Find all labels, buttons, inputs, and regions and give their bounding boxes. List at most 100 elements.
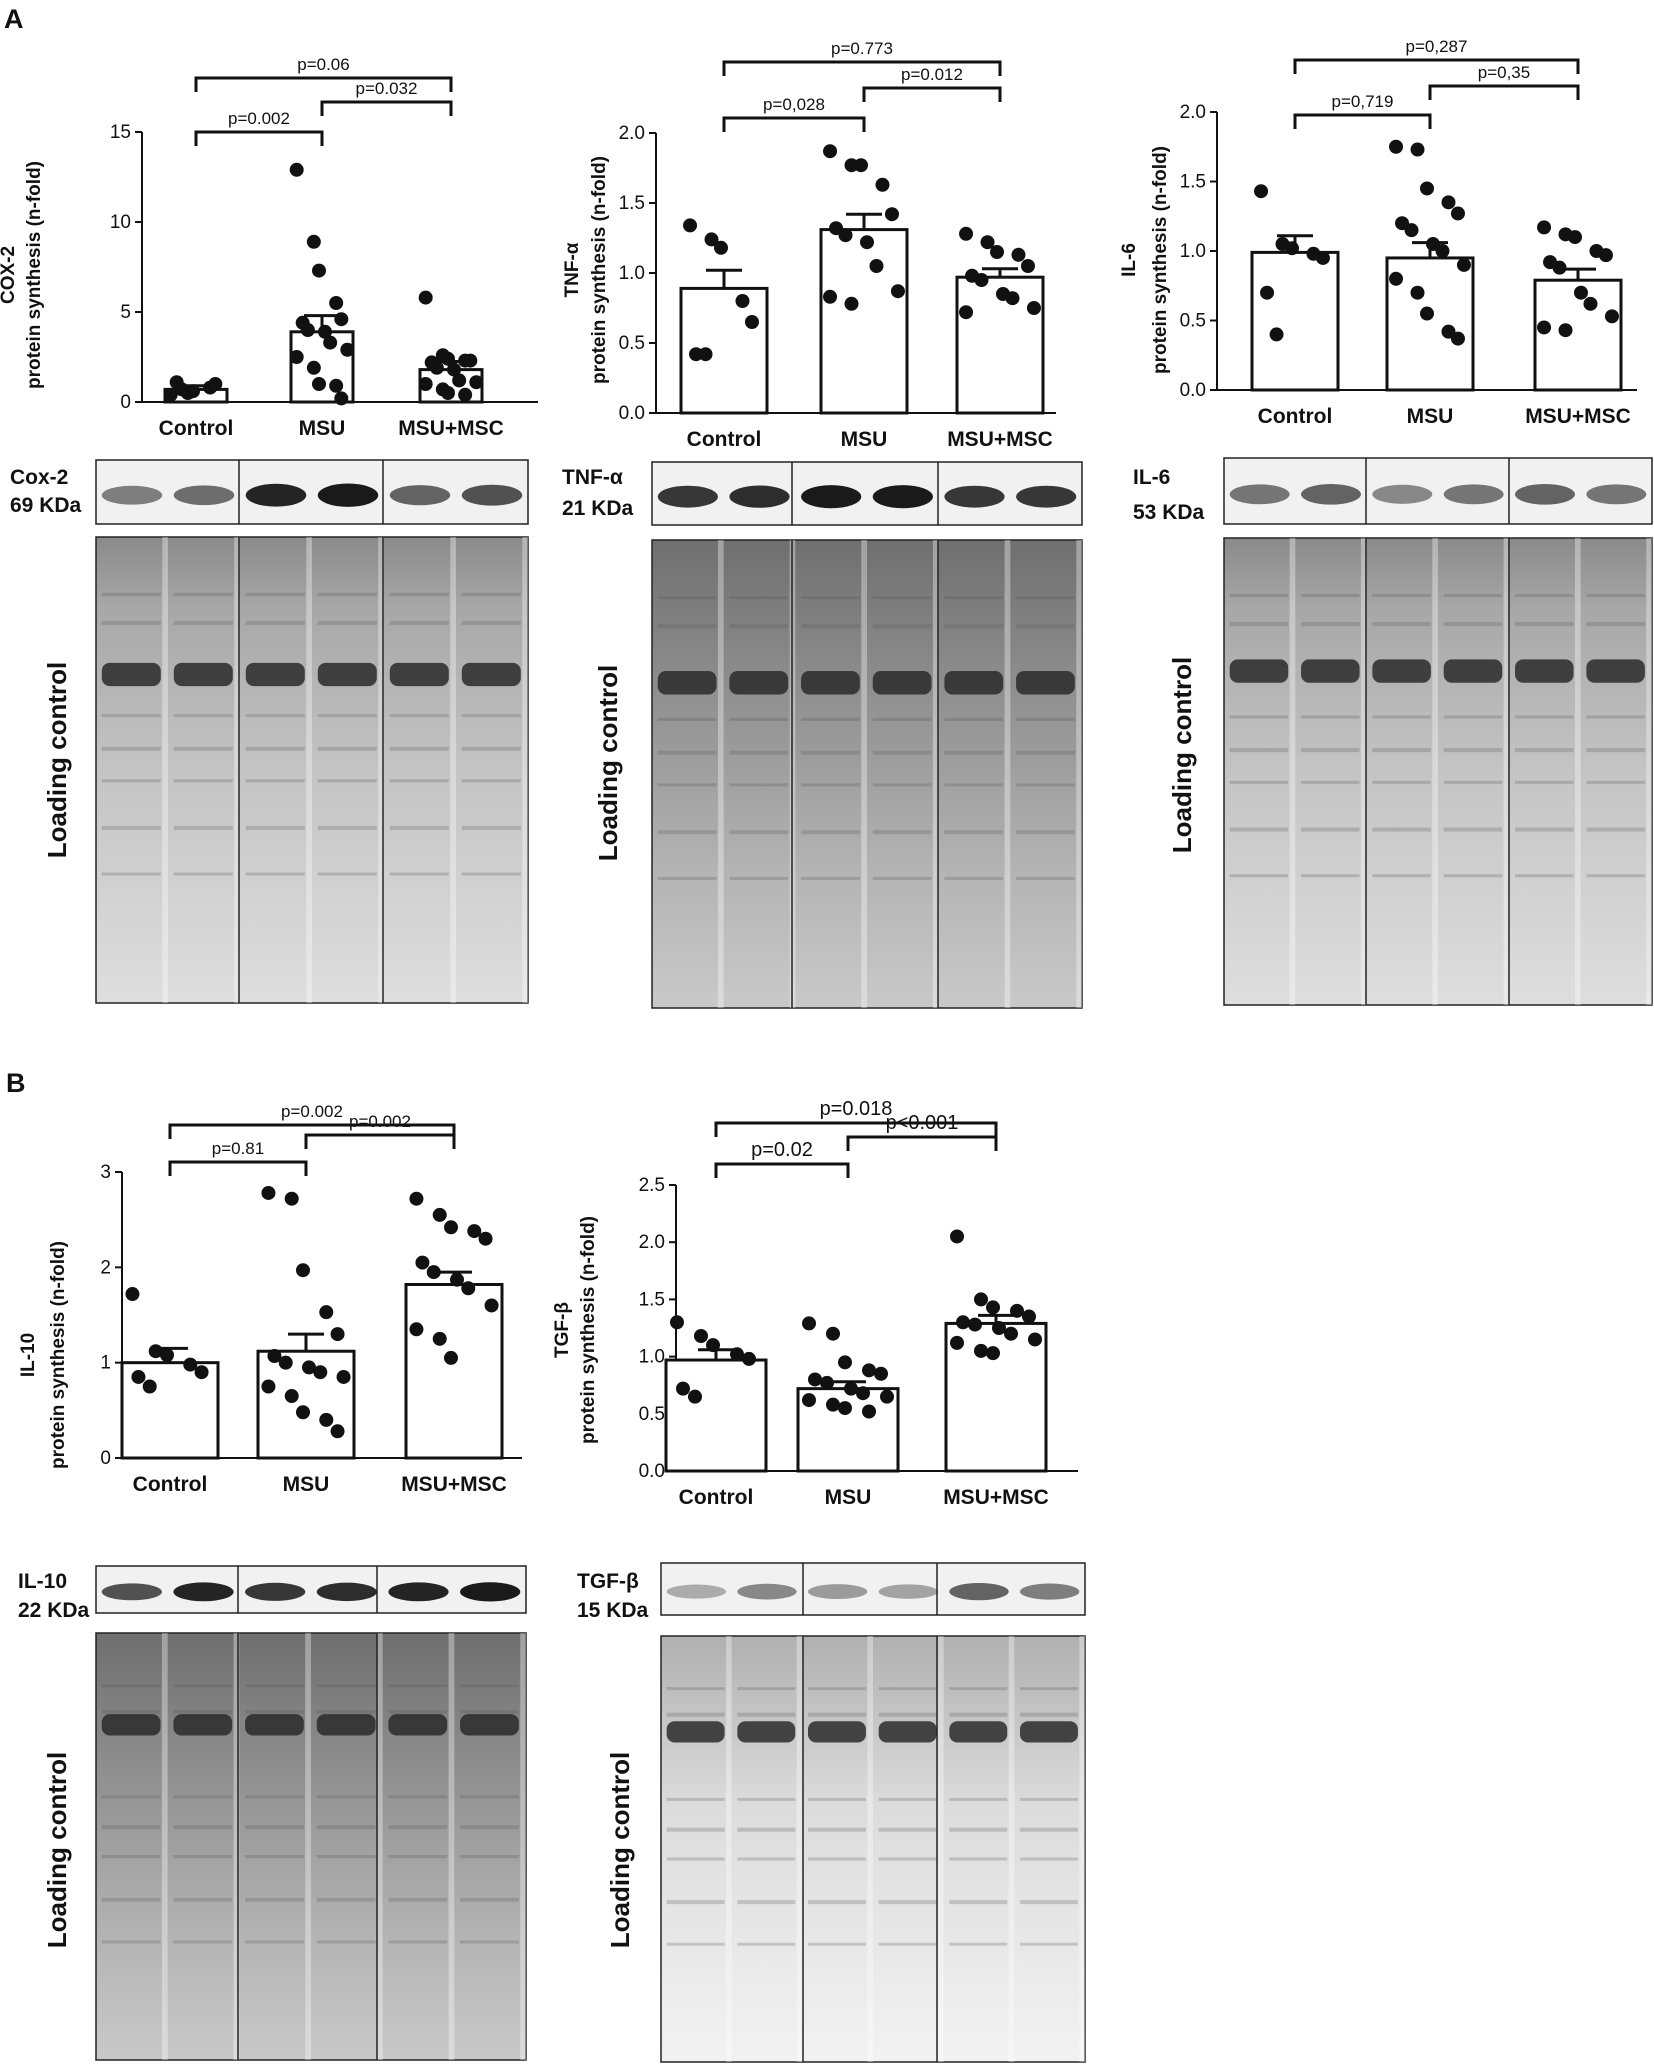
- y-tick-label: 2.5: [639, 1175, 665, 1196]
- loading-band-faint: [1443, 594, 1503, 598]
- protein-band: [657, 485, 718, 508]
- significance-bracket: [1428, 84, 1580, 100]
- data-point: [986, 1346, 1000, 1361]
- loading-band-faint: [878, 1712, 937, 1717]
- lane-gap: [932, 540, 939, 1008]
- loading-band-faint: [729, 596, 789, 600]
- data-point: [683, 218, 698, 233]
- loading-band-faint: [317, 620, 377, 625]
- chart-il6: 0.0 0.5 1.0 1.5 2.0 IL-6 protein synthesis (n-…: [1119, 37, 1637, 428]
- data-point: [1005, 291, 1020, 306]
- data-point: [267, 1348, 282, 1363]
- data-point: [1389, 139, 1404, 154]
- loading-band-faint: [461, 872, 521, 876]
- loading-control-gel-tnfa: [651, 539, 1083, 1009]
- data-point: [688, 1389, 702, 1404]
- data-point: [142, 1379, 157, 1394]
- data-point: [208, 377, 223, 391]
- loading-band-faint: [666, 1942, 725, 1946]
- p-value-label: p=0.002: [349, 1112, 411, 1131]
- data-point: [694, 1329, 708, 1344]
- p-value-label: p=0.002: [228, 109, 290, 128]
- loading-band-faint: [807, 1827, 866, 1832]
- loading-band-faint: [389, 592, 449, 596]
- data-point: [329, 378, 344, 393]
- data-point: [992, 1321, 1006, 1335]
- y-axis-label-units: protein synthesis (n-fold): [578, 1216, 599, 1444]
- loading-band-faint: [317, 779, 377, 783]
- category-label: MSU: [1407, 405, 1454, 428]
- data-point: [447, 362, 461, 377]
- protein-band: [1019, 1583, 1080, 1600]
- significance-bracket: [722, 60, 1002, 76]
- data-point: [418, 377, 433, 391]
- significance-bracket: [320, 100, 453, 116]
- loading-control-gel-tgfb: [660, 1635, 1086, 2063]
- loading-band-faint: [1372, 715, 1431, 719]
- lane-gap: [448, 1633, 455, 2060]
- y-tick-label: 1: [100, 1353, 111, 1374]
- loading-band-faint: [245, 746, 305, 751]
- loading-band-faint: [461, 825, 521, 830]
- loading-band-faint: [878, 1857, 937, 1861]
- loading-band-faint: [1019, 1900, 1078, 1905]
- lane-gap: [1432, 538, 1438, 1005]
- significance-bracket: [1293, 58, 1580, 74]
- chart-tnfa: 0.0 0.5 1.0 1.5 2.0 TNF-α protein synthesis (n…: [562, 39, 1056, 451]
- loading-band-faint: [657, 596, 717, 600]
- data-point: [1574, 285, 1588, 300]
- data-point: [862, 1363, 876, 1378]
- loading-band-faint: [388, 1940, 448, 1944]
- data-point: [1435, 244, 1450, 258]
- loading-band-faint: [460, 1795, 519, 1799]
- protein-band: [1229, 484, 1290, 505]
- data-point: [461, 1281, 476, 1296]
- data-point: [330, 1327, 345, 1342]
- lane-gap: [234, 537, 240, 1003]
- y-axis-label-title: TGF-β: [552, 1302, 573, 1358]
- loading-band-faint: [388, 1795, 448, 1799]
- loading-band-faint: [1301, 748, 1360, 753]
- p-value-label: p=0.02: [751, 1139, 813, 1161]
- lane-gap: [1289, 538, 1296, 1005]
- loading-control-label-tgfb: Loading control: [605, 1752, 635, 1948]
- data-point: [330, 1424, 345, 1439]
- y-tick-label: 0: [120, 392, 131, 413]
- loading-band-faint: [949, 1797, 1008, 1801]
- data-point: [340, 342, 355, 357]
- data-point: [823, 289, 838, 304]
- lane-gap: [233, 1633, 240, 2060]
- data-point: [1285, 241, 1299, 256]
- data-point: [1026, 301, 1041, 315]
- loading-band-main: [949, 1721, 1008, 1743]
- loading-band-main: [878, 1721, 937, 1743]
- loading-band-faint: [1016, 876, 1075, 880]
- y-tick-label: 2.0: [619, 123, 645, 144]
- data-point: [986, 1300, 1000, 1315]
- loading-band-faint: [245, 1825, 304, 1830]
- loading-band-main: [245, 1714, 304, 1736]
- loading-band-faint: [245, 620, 305, 625]
- loading-band-main: [101, 1714, 161, 1736]
- data-point: [418, 290, 433, 305]
- loading-band-faint: [1019, 1827, 1078, 1832]
- lane-gap: [376, 1633, 383, 2060]
- loading-band-faint: [101, 825, 161, 830]
- category-label: Control: [133, 1473, 208, 1496]
- category-label: MSU: [283, 1473, 330, 1496]
- loading-band-faint: [245, 1897, 304, 1902]
- data-point: [676, 1381, 690, 1396]
- loading-band-faint: [1229, 748, 1289, 753]
- y-tick-label: 0.5: [639, 1404, 665, 1425]
- data-point: [302, 1360, 316, 1375]
- bar: [819, 228, 909, 415]
- loading-band-faint: [1229, 594, 1289, 598]
- loading-band-faint: [101, 1795, 161, 1799]
- loading-band-faint: [1016, 624, 1075, 629]
- loading-band-faint: [666, 1857, 725, 1861]
- loading-band-faint: [316, 1897, 376, 1902]
- data-point: [318, 324, 332, 339]
- loading-band-faint: [317, 872, 377, 876]
- loading-band-faint: [460, 1940, 519, 1944]
- loading-band-faint: [1372, 827, 1431, 832]
